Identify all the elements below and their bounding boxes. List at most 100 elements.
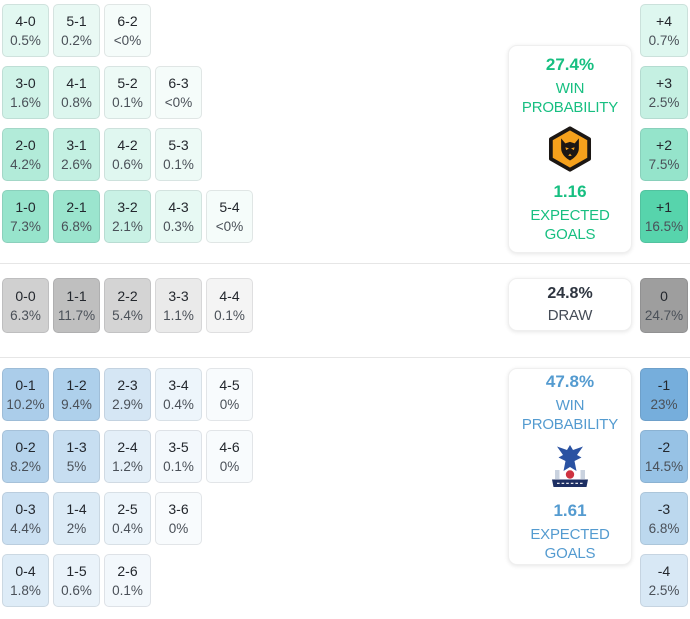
- probability-label: 2%: [66, 520, 87, 536]
- probability-label: 0.7%: [648, 32, 680, 48]
- scoreline-label: +2: [656, 136, 672, 153]
- probability-label: 5.4%: [112, 307, 143, 323]
- scoreline-label: 1-5: [66, 562, 87, 579]
- draw-label: DRAW: [547, 307, 593, 324]
- section-divider: [0, 263, 690, 264]
- score-cell-2-3: 2-3 2.9%: [104, 368, 151, 421]
- score-cell-1-3: 1-3 5%: [53, 430, 100, 483]
- probability-label: 2.5%: [648, 582, 680, 598]
- score-cell-2-1: 2-1 6.8%: [53, 190, 100, 243]
- probability-label: 4.4%: [10, 520, 41, 536]
- score-cell-0-1: 0-1 10.2%: [2, 368, 49, 421]
- probability-label: 0.8%: [61, 94, 92, 110]
- scoreline-label: 1-3: [66, 438, 87, 455]
- probability-label: 0%: [168, 520, 189, 536]
- probability-label: 0%: [219, 396, 240, 412]
- away-win-probability-value: 47.8%: [545, 371, 595, 391]
- score-cell-5-2: 5-2 0.1%: [104, 66, 151, 119]
- scoreline-label: 6-3: [168, 74, 189, 91]
- probability-label: 5%: [66, 458, 87, 474]
- scoreline-label: 4-6: [219, 438, 240, 455]
- scoreline-label: -4: [657, 562, 671, 579]
- probability-label: 0.2%: [61, 32, 92, 48]
- probability-label: 0.4%: [163, 396, 194, 412]
- score-cell-0-2: 0-2 8.2%: [2, 430, 49, 483]
- probability-label: 0%: [219, 458, 240, 474]
- score-cell-2-0: 2-0 4.2%: [2, 128, 49, 181]
- home-win-probability-value: 27.4%: [545, 55, 595, 74]
- probability-label: 11.7%: [57, 307, 96, 323]
- goal-diff-cell-plusminus-1: +1 16.5%: [640, 190, 688, 243]
- probability-label: 4.2%: [10, 156, 41, 172]
- score-cell-6-2: 6-2 <0%: [104, 4, 151, 57]
- probability-label: 23%: [650, 396, 678, 412]
- probability-label: 1.1%: [163, 307, 194, 323]
- scoreline-label: 3-3: [168, 287, 189, 304]
- home-expected-goals-label: EXPECTED GOALS: [530, 207, 610, 243]
- score-cell-2-4: 2-4 1.2%: [104, 430, 151, 483]
- wolves-crest-icon: [547, 126, 593, 172]
- scoreline-label: 0: [660, 287, 668, 304]
- probability-label: 1.6%: [10, 94, 41, 110]
- probability-label: <0%: [164, 94, 193, 110]
- probability-label: 0.1%: [163, 458, 194, 474]
- scoreline-label: 0-3: [15, 500, 36, 517]
- scoreline-label: 4-3: [168, 198, 189, 215]
- probability-label: 6.3%: [10, 307, 41, 323]
- away-expected-goals-label: EXPECTED GOALS: [530, 525, 610, 562]
- probability-label: 1.8%: [10, 582, 41, 598]
- probability-label: 7.3%: [10, 218, 41, 234]
- probability-label: 14.5%: [644, 458, 684, 474]
- scoreline-label: +3: [656, 74, 672, 91]
- scoreline-label: -1: [657, 376, 671, 393]
- home-expected-goals-value: 1.16: [553, 182, 587, 201]
- scoreline-label: 2-2: [117, 287, 138, 304]
- scoreline-label: 5-2: [117, 74, 138, 91]
- probability-label: 16.5%: [644, 218, 684, 234]
- scoreline-label: 3-1: [66, 136, 87, 153]
- probability-label: 6.8%: [648, 520, 680, 536]
- goal-diff-cell-minus-4: -4 2.5%: [640, 554, 688, 607]
- scoreline-label: 1-4: [66, 500, 87, 517]
- goal-diff-cell-minus-3: -3 6.8%: [640, 492, 688, 545]
- score-cell-3-2: 3-2 2.1%: [104, 190, 151, 243]
- probability-label: <0%: [215, 218, 244, 234]
- away-win-probability-card: 47.8% WIN PROBABILITY 1.61 EXPECTED GOAL…: [508, 368, 632, 565]
- scoreline-label: 2-5: [117, 500, 138, 517]
- score-cell-0-0: 0-0 6.3%: [2, 278, 49, 333]
- score-cell-2-6: 2-6 0.1%: [104, 554, 151, 607]
- score-cell-2-2: 2-2 5.4%: [104, 278, 151, 333]
- score-cell-0-3: 0-3 4.4%: [2, 492, 49, 545]
- scoreline-label: 3-2: [117, 198, 138, 215]
- home-win-probability-card: 27.4% WIN PROBABILITY 1.16 EXPECTED GOAL…: [508, 45, 632, 253]
- scoreline-label: 0-1: [15, 376, 36, 393]
- goal-diff-cell-minus-2: -2 14.5%: [640, 430, 688, 483]
- score-cell-1-5: 1-5 0.6%: [53, 554, 100, 607]
- probability-label: 6.8%: [61, 218, 92, 234]
- scoreline-label: 1-2: [66, 376, 87, 393]
- score-cell-4-1: 4-1 0.8%: [53, 66, 100, 119]
- scoreline-label: 6-2: [117, 12, 138, 29]
- score-cell-3-3: 3-3 1.1%: [155, 278, 202, 333]
- probability-label: 2.5%: [648, 94, 680, 110]
- probability-label: 8.2%: [10, 458, 41, 474]
- scoreline-label: 4-2: [117, 136, 138, 153]
- probability-label: 0.1%: [163, 156, 194, 172]
- scoreline-label: 4-4: [219, 287, 240, 304]
- probability-label: 9.4%: [61, 396, 92, 412]
- probability-label: 24.7%: [644, 307, 684, 323]
- scoreline-label: 3-4: [168, 376, 189, 393]
- scoreline-label: 2-3: [117, 376, 138, 393]
- probability-label: 0.6%: [112, 156, 143, 172]
- goal-diff-cell-plusminus-2: +2 7.5%: [640, 128, 688, 181]
- probability-label: 0.3%: [163, 218, 194, 234]
- scoreline-label: 5-4: [219, 198, 240, 215]
- scoreline-label: 4-0: [15, 12, 36, 29]
- score-cell-5-3: 5-3 0.1%: [155, 128, 202, 181]
- score-cell-1-0: 1-0 7.3%: [2, 190, 49, 243]
- goal-diff-cell-plusminus-4: +4 0.7%: [640, 4, 688, 57]
- scoreline-label: +1: [656, 198, 672, 215]
- scoreline-label: 0-4: [15, 562, 36, 579]
- scoreline-label: 4-5: [219, 376, 240, 393]
